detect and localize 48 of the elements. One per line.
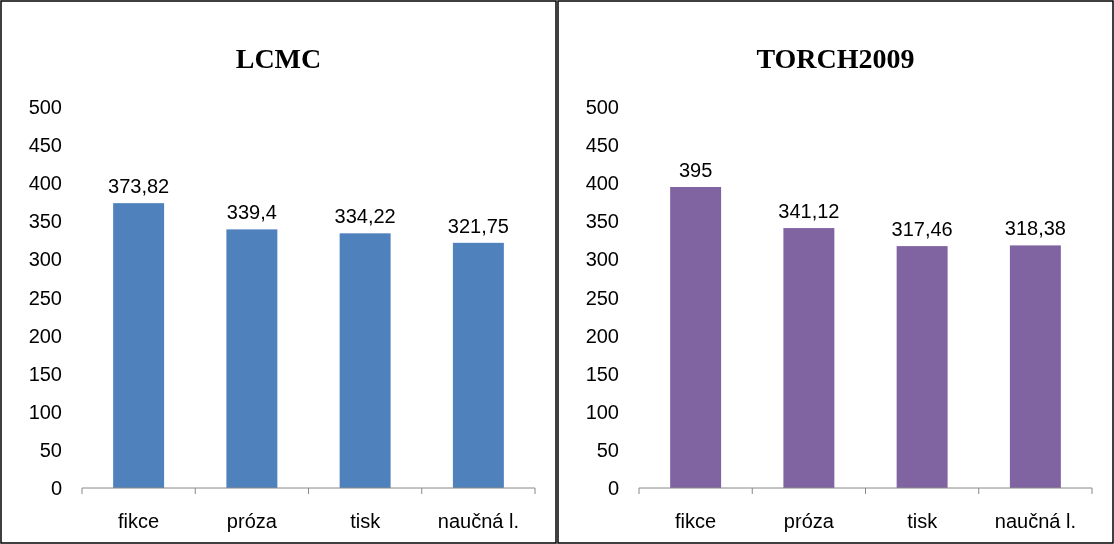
y-tick-label: 450 <box>28 134 62 157</box>
data-label: 341,12 <box>778 200 840 223</box>
y-tick-label: 100 <box>28 400 62 423</box>
y-tick-label: 0 <box>50 477 62 499</box>
y-tick-label: 150 <box>585 362 619 385</box>
y-tick-label: 500 <box>28 96 62 118</box>
chart-title: TORCH2009 <box>756 43 915 74</box>
data-label: 318,38 <box>1004 217 1066 240</box>
data-label: 334,22 <box>334 205 396 228</box>
bar <box>783 228 835 488</box>
x-tick-label: fikce <box>118 510 160 532</box>
bar <box>226 229 278 488</box>
data-label: 317,46 <box>891 218 953 241</box>
data-label: 373,82 <box>108 175 170 198</box>
y-tick-label: 450 <box>585 134 619 157</box>
y-tick-label: 0 <box>607 477 619 499</box>
bar <box>1009 245 1061 488</box>
y-tick-label: 400 <box>585 172 619 195</box>
data-label: 321,75 <box>447 214 509 237</box>
bar <box>113 203 165 488</box>
y-tick-label: 350 <box>28 210 62 233</box>
y-tick-label: 50 <box>39 438 62 461</box>
y-tick-label: 400 <box>28 172 62 195</box>
x-tick-label: tisk <box>907 510 939 532</box>
y-tick-label: 250 <box>28 286 62 309</box>
y-tick-label: 200 <box>28 324 62 347</box>
bar <box>452 242 504 488</box>
bar <box>896 246 948 488</box>
y-tick-label: 200 <box>585 324 619 347</box>
y-tick-label: 300 <box>585 248 619 271</box>
bar <box>670 187 722 488</box>
x-tick-label: naučná l. <box>994 510 1076 532</box>
x-tick-label: fikce <box>675 510 717 532</box>
data-label: 395 <box>678 159 713 182</box>
y-tick-label: 350 <box>585 210 619 233</box>
y-tick-label: 100 <box>585 400 619 423</box>
y-tick-label: 250 <box>585 286 619 309</box>
x-tick-label: próza <box>783 510 835 532</box>
x-tick-label: próza <box>226 510 278 532</box>
x-tick-label: naučná l. <box>437 510 519 532</box>
x-tick-label: tisk <box>350 510 382 532</box>
chart-title: LCMC <box>235 43 322 74</box>
y-tick-label: 300 <box>28 248 62 271</box>
y-tick-label: 150 <box>28 362 62 385</box>
y-tick-label: 50 <box>596 438 619 461</box>
data-label: 339,4 <box>226 201 277 224</box>
bar <box>339 233 391 488</box>
y-tick-label: 500 <box>585 96 619 118</box>
